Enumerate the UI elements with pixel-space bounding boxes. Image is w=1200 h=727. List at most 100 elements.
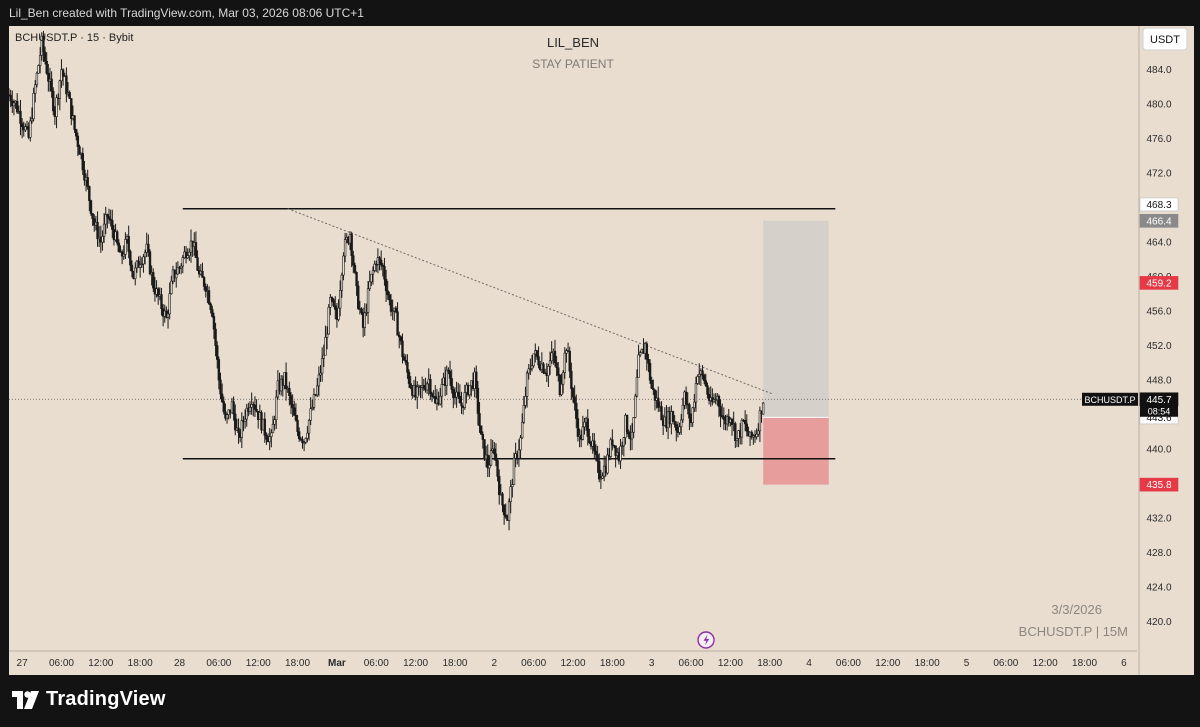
candle [73,115,76,133]
candle-body [588,436,591,443]
candle-body [684,391,688,405]
price-tick-label: 452.0 [1146,341,1171,352]
chart-title: LIL_BEN [547,35,599,50]
candle-body [222,401,225,413]
candle-body [389,299,393,312]
candle [86,169,89,190]
candle-body [109,218,112,221]
candle-body [368,281,371,290]
candle [511,478,514,498]
lightning-icon[interactable] [697,631,715,649]
price-labels: 468.3 466.4 459.2 445.7 443.6 435.8 BCHUSDT.P 0… [1082,197,1179,492]
candle-body [761,402,765,415]
candle [338,280,342,317]
candle-body [522,405,526,423]
candle-body [322,354,325,359]
candle [388,291,391,306]
candle [430,391,434,403]
candle [134,262,137,286]
position-zones[interactable] [763,220,829,485]
candle [307,419,311,441]
candle-body [237,427,240,433]
candle [81,147,84,176]
chart-pane[interactable]: 420.0424.0428.0432.0436.0440.0444.0448.0… [9,26,1194,675]
candle [296,414,299,437]
price-axis[interactable]: 420.0424.0428.0432.0436.0440.0444.0448.0… [1138,26,1172,675]
candle-body [170,280,173,294]
candle-body [337,307,340,320]
chart-subtitle: STAY PATIENT [532,57,614,71]
candle-body [265,435,268,440]
currency-button[interactable]: USDT [1142,27,1188,51]
candle [301,436,304,449]
candle [660,401,663,421]
candle [355,271,358,296]
target-zone[interactable] [763,220,829,418]
candle [635,369,639,398]
candle-body [576,418,580,437]
candle [588,428,591,445]
candles [9,30,765,531]
candle-body [734,423,737,442]
drawing-lines[interactable] [9,207,1137,460]
candle [194,231,198,258]
time-tick-label: 18:00 [1072,658,1097,669]
candle-body [232,401,235,415]
candle-body [327,306,330,335]
candle [445,365,448,396]
candle [47,63,50,92]
candle [529,358,532,375]
candle-body [535,350,539,357]
descending-trendline[interactable] [287,208,774,395]
candle-body [75,129,78,137]
candle [457,382,460,400]
candle [379,250,383,271]
chart-svg[interactable]: 420.0424.0428.0432.0436.0440.0444.0448.0… [9,26,1194,675]
candle-body [398,334,401,338]
candle-body [681,404,685,421]
candle-body [693,401,696,409]
candle [129,249,132,272]
candle-body [388,294,391,301]
price-tick-label: 456.0 [1146,306,1171,317]
candle [184,246,188,264]
candle-body [309,408,312,421]
candle [297,427,301,442]
candle-body [730,418,734,425]
candle-body [289,395,293,405]
time-axis[interactable]: 27 06:00 12:00 18:00 28 06:00 12:00 18:00 Mar 06:… [9,650,1137,669]
candle [680,413,683,435]
candle-body [671,411,675,422]
candle [566,342,570,352]
candle-body [91,213,94,219]
symbol-tag-box [1082,392,1138,406]
candle [104,206,107,235]
candle-body [543,372,547,374]
candle-body [634,395,637,418]
candle-body [525,372,529,397]
candle [216,341,219,369]
candle-body [550,352,553,362]
candle-body [334,305,337,310]
candle [32,87,35,122]
price-label-box [1139,197,1179,212]
candle-body [329,297,332,308]
symbol-info[interactable]: BCHUSDT.P · 15 · Bybit [15,32,133,44]
candle-body [140,263,144,266]
candle-body [447,369,450,372]
last-price-tag: BCHUSDT.P 08:54 [1082,392,1178,417]
candle-body [402,356,406,361]
candle [381,262,385,277]
candle [96,211,99,247]
candle [634,393,637,419]
candle [201,262,204,278]
candle-body [701,370,704,376]
candle-body [111,220,114,230]
tradingview-logo[interactable]: TradingView [12,688,166,711]
price-label-red: 435.8 [1139,477,1179,492]
candle [302,441,306,452]
candle-body [680,419,683,428]
stop-zone[interactable] [763,417,829,485]
candle-body [352,255,355,266]
candle [583,417,586,435]
